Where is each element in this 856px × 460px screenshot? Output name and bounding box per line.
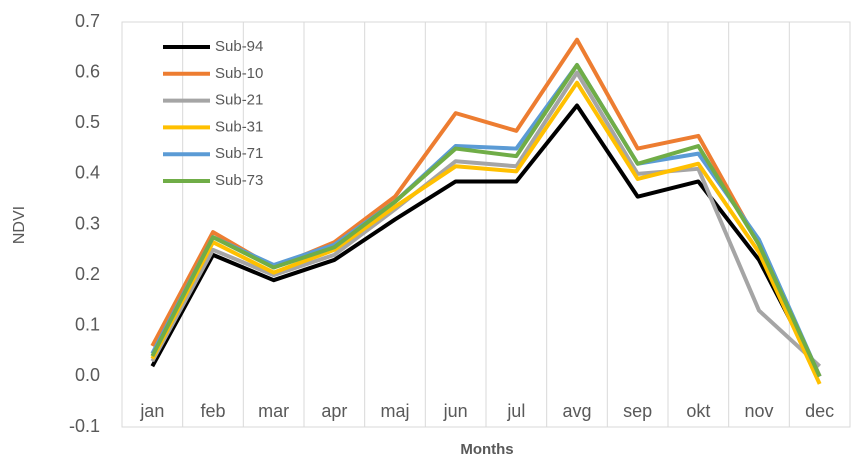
legend-label: Sub-94 [215, 38, 263, 55]
x-tick-label: nov [744, 401, 773, 421]
x-axis-label: Months [460, 441, 513, 458]
y-tick-label: 0.4 [75, 163, 100, 183]
legend-label: Sub-71 [215, 145, 263, 162]
legend-label: Sub-31 [215, 118, 263, 135]
series-line [150, 63, 822, 378]
y-tick-label: 0.2 [75, 264, 100, 284]
legend-label: Sub-21 [215, 92, 263, 109]
y-tick-label: 0.5 [75, 112, 100, 132]
x-tick-label: jun [443, 401, 468, 421]
y-tick-label: 0.0 [75, 365, 100, 385]
x-tick-label: maj [380, 401, 409, 421]
x-tick-label: sep [623, 401, 652, 421]
y-tick-label: 0.7 [75, 11, 100, 31]
x-tick-label: apr [321, 401, 347, 421]
y-tick-label: 0.1 [75, 315, 100, 335]
x-tick-label: avg [562, 401, 591, 421]
x-tick-label: mar [258, 401, 289, 421]
x-tick-label: jul [506, 401, 525, 421]
y-tick-label: 0.3 [75, 213, 100, 233]
y-tick-label: -0.1 [69, 416, 100, 436]
x-tick-label: jan [139, 401, 164, 421]
x-tick-label: feb [200, 401, 225, 421]
x-tick-label: okt [686, 401, 710, 421]
x-tick-label: dec [805, 401, 834, 421]
legend-label: Sub-10 [215, 65, 263, 82]
y-axis-label: NDVI [11, 206, 28, 244]
legend-label: Sub-73 [215, 172, 263, 189]
series-line [150, 70, 822, 368]
y-tick-label: 0.6 [75, 61, 100, 81]
series-line [150, 80, 822, 385]
